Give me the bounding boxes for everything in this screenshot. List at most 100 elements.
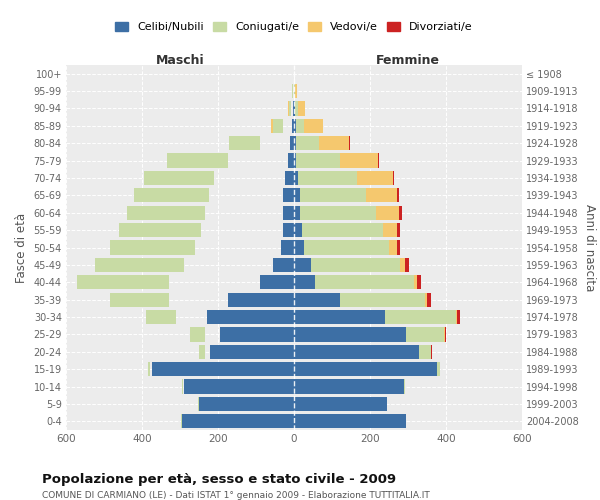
Bar bbox=[273, 258, 294, 272]
Bar bbox=[445, 328, 446, 342]
Bar bbox=[190, 328, 205, 342]
Bar bbox=[195, 171, 205, 185]
Bar bbox=[229, 136, 245, 150]
Bar bbox=[296, 136, 319, 150]
Bar bbox=[182, 380, 183, 394]
Bar bbox=[167, 275, 168, 289]
Bar bbox=[199, 223, 200, 237]
Bar bbox=[294, 414, 406, 428]
Bar bbox=[294, 223, 302, 237]
Bar bbox=[455, 310, 457, 324]
Bar bbox=[211, 154, 212, 168]
Bar bbox=[119, 223, 201, 237]
Bar bbox=[294, 397, 387, 411]
Bar bbox=[292, 118, 294, 133]
Bar bbox=[197, 188, 203, 202]
Bar bbox=[199, 344, 205, 359]
Bar bbox=[294, 275, 315, 289]
Bar bbox=[296, 118, 304, 133]
Bar bbox=[283, 206, 294, 220]
Bar bbox=[201, 206, 203, 220]
Bar bbox=[366, 188, 397, 202]
Bar bbox=[200, 188, 202, 202]
Bar bbox=[398, 206, 401, 220]
Bar bbox=[188, 240, 191, 254]
Bar bbox=[397, 188, 398, 202]
Bar bbox=[184, 380, 294, 394]
Bar bbox=[167, 292, 168, 307]
Bar bbox=[229, 136, 260, 150]
Bar bbox=[197, 154, 212, 168]
Y-axis label: Anni di nascita: Anni di nascita bbox=[583, 204, 596, 291]
Legend: Celibi/Nubili, Coniugati/e, Vedovi/e, Divorziati/e: Celibi/Nubili, Coniugati/e, Vedovi/e, Di… bbox=[113, 20, 475, 34]
Bar bbox=[298, 102, 305, 116]
Bar bbox=[293, 102, 294, 116]
Text: Femmine: Femmine bbox=[376, 54, 440, 66]
Bar bbox=[260, 275, 294, 289]
Bar bbox=[393, 171, 394, 185]
Bar bbox=[385, 310, 455, 324]
Bar bbox=[389, 240, 397, 254]
Bar bbox=[144, 171, 214, 185]
Bar bbox=[177, 258, 180, 272]
Bar bbox=[227, 292, 294, 307]
Text: Popolazione per età, sesso e stato civile - 2009: Popolazione per età, sesso e stato civil… bbox=[42, 472, 396, 486]
Bar bbox=[127, 206, 205, 220]
Bar bbox=[292, 84, 293, 98]
Bar bbox=[296, 154, 340, 168]
Bar bbox=[199, 397, 294, 411]
Bar bbox=[193, 240, 194, 254]
Bar bbox=[148, 362, 149, 376]
Bar bbox=[437, 362, 440, 376]
Bar bbox=[287, 102, 289, 116]
Bar bbox=[294, 240, 304, 254]
Bar bbox=[162, 275, 165, 289]
Bar bbox=[383, 223, 397, 237]
Bar bbox=[404, 380, 405, 394]
Bar bbox=[202, 171, 203, 185]
Bar bbox=[110, 292, 169, 307]
Bar bbox=[298, 171, 356, 185]
Bar bbox=[294, 118, 296, 133]
Bar bbox=[283, 188, 294, 202]
Bar bbox=[220, 328, 294, 342]
Bar bbox=[340, 154, 377, 168]
Bar bbox=[431, 344, 432, 359]
Bar bbox=[172, 310, 173, 324]
Bar bbox=[406, 328, 444, 342]
Bar bbox=[294, 310, 385, 324]
Bar bbox=[290, 136, 294, 150]
Bar bbox=[95, 258, 184, 272]
Bar bbox=[77, 275, 169, 289]
Bar bbox=[295, 84, 297, 98]
Bar bbox=[294, 102, 295, 116]
Bar bbox=[302, 223, 383, 237]
Bar bbox=[340, 292, 425, 307]
Text: Maschi: Maschi bbox=[155, 54, 205, 66]
Bar bbox=[405, 258, 409, 272]
Bar bbox=[294, 344, 419, 359]
Bar bbox=[182, 414, 294, 428]
Bar bbox=[427, 292, 431, 307]
Text: COMUNE DI CARMIANO (LE) - Dati ISTAT 1° gennaio 2009 - Elaborazione TUTTITALIA.I: COMUNE DI CARMIANO (LE) - Dati ISTAT 1° … bbox=[42, 491, 430, 500]
Bar bbox=[457, 310, 460, 324]
Bar bbox=[134, 188, 209, 202]
Bar bbox=[182, 258, 183, 272]
Bar bbox=[356, 171, 393, 185]
Bar bbox=[349, 136, 350, 150]
Bar bbox=[146, 310, 176, 324]
Bar bbox=[289, 102, 292, 116]
Bar bbox=[294, 188, 300, 202]
Bar bbox=[304, 240, 389, 254]
Bar bbox=[397, 240, 400, 254]
Bar bbox=[162, 292, 165, 307]
Bar bbox=[284, 171, 294, 185]
Bar bbox=[294, 292, 340, 307]
Bar bbox=[400, 258, 405, 272]
Bar bbox=[295, 102, 298, 116]
Bar bbox=[425, 292, 427, 307]
Bar bbox=[444, 328, 445, 342]
Y-axis label: Fasce di età: Fasce di età bbox=[15, 212, 28, 282]
Bar bbox=[315, 275, 414, 289]
Bar bbox=[294, 380, 404, 394]
